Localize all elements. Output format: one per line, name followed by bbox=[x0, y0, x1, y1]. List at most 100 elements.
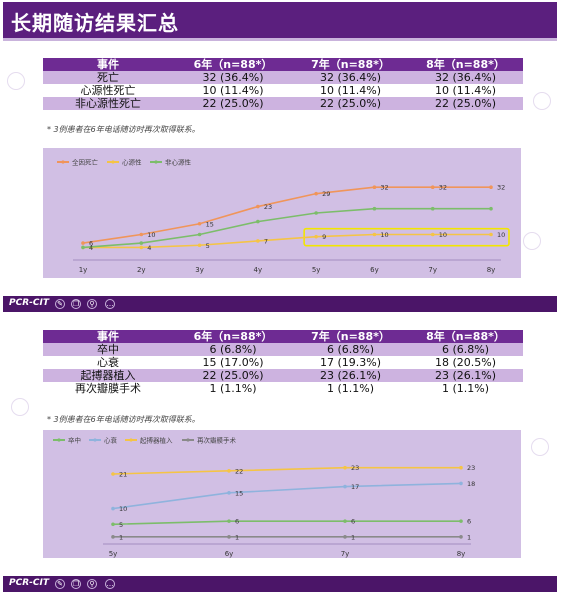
data-label: 23 bbox=[467, 464, 475, 472]
data-label: 9 bbox=[322, 233, 326, 241]
table-cell: 6 (6.8%) bbox=[173, 343, 293, 356]
table-cell: 15 (17.0%) bbox=[173, 356, 293, 369]
data-point bbox=[314, 234, 318, 239]
legend-marker bbox=[93, 438, 97, 442]
table-cell: 32 (36.4%) bbox=[173, 71, 293, 84]
data-point bbox=[430, 232, 435, 237]
title-underline bbox=[3, 38, 557, 41]
table-cell: 22 (25.0%) bbox=[173, 369, 293, 382]
bottom-toolbar: PCR-CIT ✎ ❐ ⚲ … bbox=[3, 576, 557, 592]
more-icon[interactable]: … bbox=[105, 299, 115, 309]
legend-marker bbox=[61, 160, 65, 164]
data-point bbox=[489, 232, 493, 237]
table-cell: 1 (1.1%) bbox=[408, 382, 523, 395]
decorative-circle bbox=[7, 72, 25, 90]
row-label: 死亡 bbox=[43, 71, 173, 84]
legend-label: 心源性 bbox=[122, 158, 142, 167]
data-label: 29 bbox=[322, 190, 330, 198]
series-line bbox=[112, 520, 461, 526]
events-chart: 5y 6y 7y 8y 卒中 心衰 起搏器植入 再次瓣膜手术 5 6 6 6 10 15 17 18 21 22 2… bbox=[43, 430, 521, 558]
x-tick-label: 6y bbox=[370, 266, 379, 274]
legend-label: 再次瓣膜手术 bbox=[197, 436, 237, 445]
series-line bbox=[112, 482, 462, 510]
data-point bbox=[111, 522, 115, 527]
series-line bbox=[82, 207, 491, 249]
series-line bbox=[82, 186, 491, 244]
table-cell: 22 (25.0%) bbox=[408, 97, 523, 110]
decorative-circle bbox=[531, 438, 549, 456]
row-label: 非心源性死亡 bbox=[43, 97, 173, 110]
x-tick-label: 6y bbox=[225, 550, 234, 558]
mortality-chart: 1y 2y 3y 4y 5y 6y 7y 8y 全因死亡 心源性 非心源性 6 10 15 23 29 32 32… bbox=[43, 148, 521, 278]
data-label: 7 bbox=[264, 237, 268, 245]
data-point bbox=[81, 245, 85, 250]
data-label: 6 bbox=[467, 518, 471, 526]
data-label: 4 bbox=[147, 244, 151, 252]
legend-marker bbox=[111, 160, 115, 164]
legend-label: 起搏器植入 bbox=[140, 436, 173, 445]
data-point bbox=[197, 221, 202, 226]
table-cell: 32 (36.4%) bbox=[408, 71, 523, 84]
data-label: 18 bbox=[467, 480, 475, 488]
data-label: 32 bbox=[497, 184, 505, 192]
zoom-icon[interactable]: ⚲ bbox=[87, 299, 97, 309]
data-label: 23 bbox=[264, 203, 272, 211]
x-tick-label: 2y bbox=[137, 266, 146, 274]
data-label: 10 bbox=[119, 505, 127, 513]
data-point bbox=[111, 506, 115, 511]
x-tick-label: 8y bbox=[487, 266, 496, 274]
row-label: 起搏器植入 bbox=[43, 369, 173, 382]
data-point bbox=[372, 232, 377, 237]
data-point bbox=[489, 185, 493, 189]
data-point bbox=[111, 472, 115, 476]
zoom-icon[interactable]: ⚲ bbox=[87, 579, 97, 589]
table-cell: 17 (19.3%) bbox=[293, 356, 408, 369]
series-line bbox=[112, 466, 461, 475]
table-cell: 1 (1.1%) bbox=[173, 382, 293, 395]
data-point bbox=[256, 204, 260, 209]
data-label: 6 bbox=[235, 518, 239, 526]
table-cell: 23 (26.1%) bbox=[408, 369, 523, 382]
x-tick-label: 7y bbox=[428, 266, 437, 274]
mortality-table: 事件 6年（n=88*） 7年（n=88*） 8年（n=88*） 死亡 32 (… bbox=[43, 58, 523, 110]
chart-background bbox=[43, 148, 521, 278]
data-point bbox=[430, 206, 435, 211]
table-cell: 10 (11.4%) bbox=[293, 84, 408, 97]
data-point bbox=[372, 185, 377, 189]
bottom-toolbar: PCR-CIT ✎ ❐ ⚲ … bbox=[3, 296, 557, 312]
data-label: 5 bbox=[206, 242, 210, 250]
edit-icon[interactable]: ✎ bbox=[55, 299, 65, 309]
data-point bbox=[139, 241, 144, 245]
x-tick-label: 5y bbox=[109, 550, 118, 558]
data-label: 32 bbox=[380, 184, 388, 192]
data-point bbox=[197, 243, 202, 248]
data-point bbox=[256, 239, 260, 243]
legend-label: 心衰 bbox=[104, 436, 118, 445]
data-point bbox=[430, 185, 435, 189]
data-point bbox=[343, 519, 347, 523]
data-label: 1 bbox=[351, 533, 355, 541]
header-cell: 7年（n=88*） bbox=[293, 58, 408, 71]
edit-icon[interactable]: ✎ bbox=[55, 579, 65, 589]
table-cell: 32 (36.4%) bbox=[293, 71, 408, 84]
more-icon[interactable]: … bbox=[105, 579, 115, 589]
data-label: 23 bbox=[351, 464, 359, 472]
table-row: 再次瓣膜手术 1 (1.1%) 1 (1.1%) 1 (1.1%) bbox=[43, 382, 523, 395]
pcr-cit-logo: PCR-CIT bbox=[9, 578, 49, 588]
table-cell: 18 (20.5%) bbox=[408, 356, 523, 369]
series-line bbox=[83, 233, 491, 249]
data-point bbox=[139, 245, 144, 250]
data-point bbox=[343, 484, 347, 489]
table-cell: 10 (11.4%) bbox=[408, 84, 523, 97]
header-cell: 8年（n=88*） bbox=[408, 330, 523, 343]
x-tick-label: 5y bbox=[312, 266, 321, 274]
copy-icon[interactable]: ❐ bbox=[71, 299, 81, 309]
table-row: 起搏器植入 22 (25.0%) 23 (26.1%) 23 (26.1%) bbox=[43, 369, 523, 382]
header-cell: 6年（n=88*） bbox=[173, 330, 293, 343]
legend-label: 非心源性 bbox=[165, 158, 192, 167]
table-row: 心源性死亡 10 (11.4%) 10 (11.4%) 10 (11.4%) bbox=[43, 84, 523, 97]
row-label: 心衰 bbox=[43, 356, 173, 369]
data-point bbox=[459, 519, 463, 523]
copy-icon[interactable]: ❐ bbox=[71, 579, 81, 589]
table-row: 卒中 6 (6.8%) 6 (6.8%) 6 (6.8%) bbox=[43, 343, 523, 356]
